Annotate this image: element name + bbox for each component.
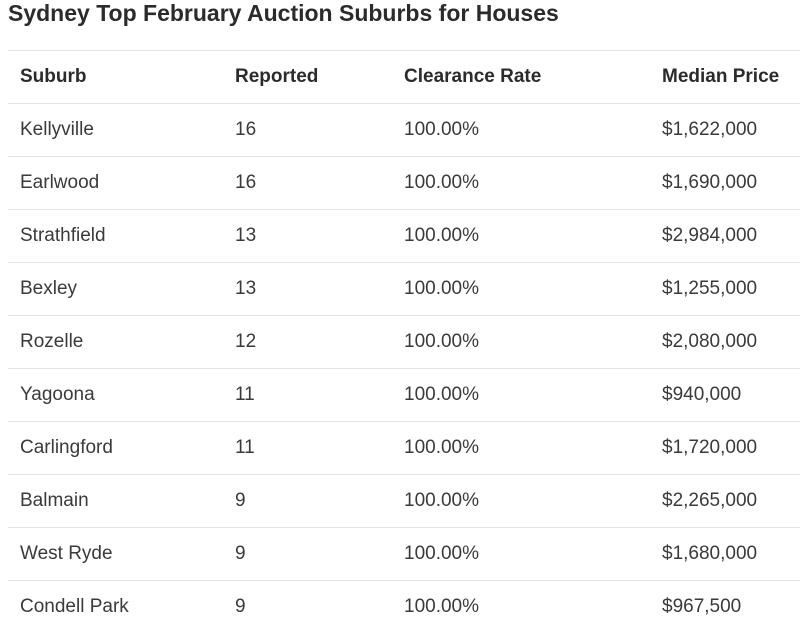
table-row: Balmain 9 100.00% $2,265,000	[8, 475, 800, 528]
table-row: Yagoona 11 100.00% $940,000	[8, 369, 800, 422]
cell-reported: 13	[235, 225, 257, 246]
table-row: Strathfield 13 100.00% $2,984,000	[8, 210, 800, 263]
table-row: Kellyville 16 100.00% $1,622,000	[8, 104, 800, 157]
cell-reported: 11	[235, 384, 255, 405]
page-title: Sydney Top February Auction Suburbs for …	[8, 0, 559, 26]
column-header-reported: Reported	[235, 66, 319, 87]
cell-reported: 11	[235, 437, 255, 458]
cell-median-price: $967,500	[662, 596, 742, 617]
cell-suburb: Kellyville	[20, 119, 94, 140]
cell-suburb: Condell Park	[20, 596, 129, 617]
table-header-row: Suburb Reported Clearance Rate Median Pr…	[8, 51, 800, 104]
auction-suburbs-table: Suburb Reported Clearance Rate Median Pr…	[8, 50, 800, 633]
column-header-suburb: Suburb	[20, 66, 87, 87]
cell-reported: 9	[235, 543, 246, 564]
cell-median-price: $1,255,000	[662, 278, 758, 299]
cell-clearance-rate: 100.00%	[404, 384, 480, 405]
cell-clearance-rate: 100.00%	[404, 119, 480, 140]
table-row: Condell Park 9 100.00% $967,500	[8, 581, 800, 633]
cell-suburb: Rozelle	[20, 331, 84, 352]
cell-reported: 9	[235, 596, 246, 617]
column-header-clearance-rate: Clearance Rate	[404, 66, 542, 87]
cell-median-price: $2,984,000	[662, 225, 758, 246]
cell-clearance-rate: 100.00%	[404, 490, 480, 511]
cell-suburb: Yagoona	[20, 384, 95, 405]
cell-reported: 16	[235, 119, 257, 140]
cell-median-price: $1,622,000	[662, 119, 758, 140]
cell-clearance-rate: 100.00%	[404, 278, 480, 299]
cell-median-price: $1,690,000	[662, 172, 758, 193]
cell-reported: 16	[235, 172, 257, 193]
cell-suburb: West Ryde	[20, 543, 113, 564]
table-row: Rozelle 12 100.00% $2,080,000	[8, 316, 800, 369]
cell-reported: 13	[235, 278, 257, 299]
table-row: Carlingford 11 100.00% $1,720,000	[8, 422, 800, 475]
cell-median-price: $2,265,000	[662, 490, 758, 511]
cell-median-price: $1,680,000	[662, 543, 758, 564]
cell-suburb: Strathfield	[20, 225, 106, 246]
cell-median-price: $1,720,000	[662, 437, 758, 458]
column-header-median-price: Median Price	[662, 66, 780, 87]
cell-clearance-rate: 100.00%	[404, 225, 480, 246]
cell-median-price: $2,080,000	[662, 331, 758, 352]
cell-median-price: $940,000	[662, 384, 742, 405]
cell-suburb: Balmain	[20, 490, 89, 511]
cell-clearance-rate: 100.00%	[404, 331, 480, 352]
table-row: Bexley 13 100.00% $1,255,000	[8, 263, 800, 316]
table-row: West Ryde 9 100.00% $1,680,000	[8, 528, 800, 581]
cell-clearance-rate: 100.00%	[404, 596, 480, 617]
cell-suburb: Carlingford	[20, 437, 113, 458]
cell-clearance-rate: 100.00%	[404, 172, 480, 193]
cell-clearance-rate: 100.00%	[404, 543, 480, 564]
table-row: Earlwood 16 100.00% $1,690,000	[8, 157, 800, 210]
cell-reported: 9	[235, 490, 246, 511]
cell-suburb: Bexley	[20, 278, 78, 299]
cell-suburb: Earlwood	[20, 172, 100, 193]
cell-clearance-rate: 100.00%	[404, 437, 480, 458]
cell-reported: 12	[235, 331, 257, 352]
